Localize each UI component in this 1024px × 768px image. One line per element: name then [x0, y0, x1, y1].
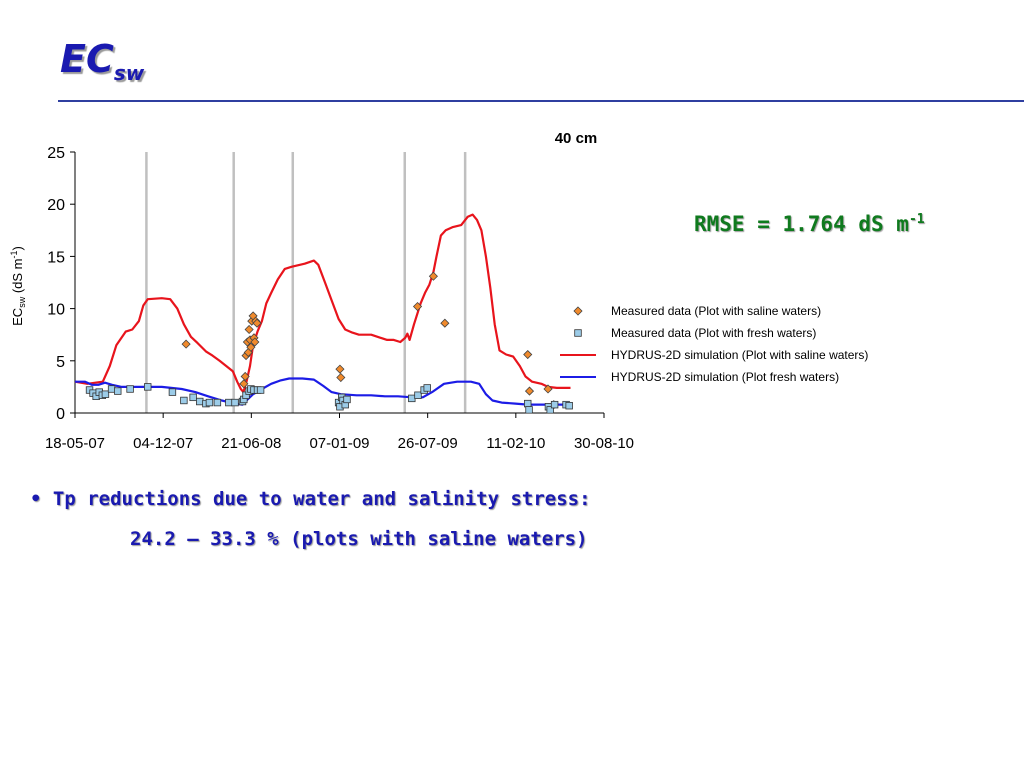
saline-measured-point — [244, 324, 254, 335]
fresh-measured-point — [213, 398, 222, 407]
simulation-lines — [74, 213, 571, 406]
y-tick-label: 0 — [56, 406, 65, 423]
x-tick-label: 21-06-08 — [221, 435, 281, 452]
legend-label: HYDRUS-2D simulation (Plot fresh waters) — [611, 370, 839, 384]
fresh-measured-point — [225, 398, 233, 407]
y-tick-label: 5 — [56, 354, 65, 371]
fresh-measured-point — [524, 399, 532, 408]
saline-measured-point — [252, 318, 262, 328]
rmse-exponent: -1 — [908, 212, 925, 227]
fresh-measured-point — [546, 406, 554, 414]
x-tick-label: 18-05-07 — [45, 435, 105, 452]
x-tick-label: 26-07-09 — [398, 435, 458, 452]
fresh-measured-point — [126, 385, 134, 393]
fresh-measured-point — [205, 398, 214, 407]
bullet-text-line2: 24.2 – 33.3 % (plots with saline waters) — [130, 528, 588, 550]
fresh-measured-point — [256, 386, 265, 394]
fresh-measured-point — [423, 384, 431, 392]
saline-measured-point — [335, 364, 345, 374]
page-title: ECsw — [60, 40, 144, 83]
bullet-marker: • — [30, 488, 42, 510]
fresh-measured-point — [408, 394, 416, 403]
bullet-continuation: 24.2 – 33.3 % (plots with saline waters) — [130, 528, 588, 550]
fresh-measured-point — [525, 406, 533, 414]
rmse-text: RMSE = 1.764 dS m — [694, 212, 909, 236]
saline-measured-point — [412, 301, 423, 312]
title-subscript: sw — [113, 61, 145, 85]
fresh-measured-point — [144, 383, 152, 391]
x-axis-ticks: 18-05-07 04-12-07 21-06-08 07-01-09 26-07-09… — [45, 413, 634, 452]
fresh-measured-point — [550, 400, 559, 409]
ec-chart: 40 cm 0 5 10 15 20 25 18-05-07 04-12-07 21-06-0… — [9, 130, 868, 452]
saline-measured-point — [336, 372, 346, 383]
fresh-measured-point — [107, 385, 116, 393]
chart-title: 40 cm — [555, 130, 598, 147]
legend-label: Measured data (Plot with saline waters) — [611, 304, 821, 318]
fresh-simulation-line — [75, 377, 571, 406]
y-tick-label: 15 — [47, 249, 65, 266]
fresh-measured-point — [196, 397, 204, 406]
saline-measured-point — [428, 271, 438, 281]
saline-measured-point — [239, 379, 249, 389]
y-tick-label: 20 — [47, 197, 65, 214]
legend-swatch-fresh-measured — [574, 329, 582, 337]
saline-measured-point — [240, 371, 250, 382]
fresh-measured-point — [168, 388, 177, 396]
saline-measured-point — [523, 349, 533, 360]
fresh-measured-point — [180, 396, 188, 405]
title-main: EC — [60, 37, 114, 81]
saline-measured-point — [246, 342, 256, 352]
legend-label: HYDRUS-2D simulation (Plot with saline w… — [611, 348, 868, 362]
legend-label: Measured data (Plot with fresh waters) — [611, 326, 816, 340]
fresh-measured-point — [565, 401, 573, 410]
legend: Measured data (Plot with saline waters) M… — [560, 304, 868, 384]
saline-measured-point — [524, 386, 535, 396]
fresh-measured-point — [101, 390, 110, 398]
bullet-text-line1: Tp reductions due to water and salinity … — [52, 488, 591, 510]
y-axis-ticks: 0 5 10 15 20 25 — [47, 145, 75, 423]
rmse-label: RMSE = 1.764 dS m-1 — [694, 212, 925, 236]
x-tick-label: 30-08-10 — [574, 435, 634, 452]
fresh-measured-point — [114, 387, 122, 395]
fresh-measured-point — [414, 391, 422, 399]
x-tick-label: 11-02-10 — [486, 435, 545, 452]
saline-measured-point — [543, 384, 553, 394]
fresh-measured-point — [343, 395, 351, 404]
saline-measured-point — [181, 339, 191, 349]
fresh-measured-point — [231, 398, 239, 407]
y-tick-label: 25 — [47, 145, 65, 162]
saline-measured-point — [440, 318, 450, 328]
vertical-markers — [145, 152, 467, 413]
y-tick-label: 10 — [47, 302, 65, 319]
bullet-item: • Tp reductions due to water and salinit… — [30, 488, 591, 510]
x-tick-label: 04-12-07 — [133, 435, 193, 452]
title-underline — [58, 100, 1024, 102]
x-tick-label: 07-01-09 — [309, 435, 369, 452]
y-axis-label: ECsw (dS m-1) — [9, 246, 27, 326]
saline-simulation-line — [74, 213, 571, 394]
legend-swatch-saline-measured — [573, 306, 583, 316]
saline-measured-point — [250, 337, 260, 347]
fresh-measured-point — [189, 393, 197, 402]
measured-points — [85, 271, 573, 414]
